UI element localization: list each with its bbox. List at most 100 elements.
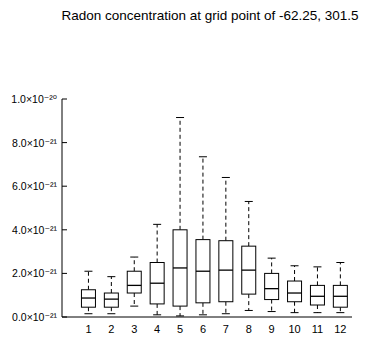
max-cap bbox=[84, 271, 92, 272]
x-tick-label: 11 bbox=[312, 323, 323, 335]
x-tick-label: 12 bbox=[334, 323, 346, 335]
chart: Radon concentration at grid point of -62… bbox=[0, 0, 385, 344]
box bbox=[104, 293, 118, 307]
x-tick-label: 2 bbox=[108, 323, 114, 335]
max-cap bbox=[130, 257, 138, 258]
y-tick bbox=[62, 142, 67, 143]
lower-whisker bbox=[248, 294, 249, 310]
lower-whisker bbox=[317, 305, 318, 313]
y-axis bbox=[62, 99, 63, 317]
min-cap bbox=[176, 315, 184, 316]
x-tick-label: 3 bbox=[131, 323, 137, 335]
min-cap bbox=[130, 306, 138, 307]
lower-whisker bbox=[340, 307, 341, 312]
upper-whisker bbox=[225, 177, 226, 240]
x-tick-label: 4 bbox=[154, 323, 160, 335]
x-tick-label: 8 bbox=[246, 323, 252, 335]
lower-whisker bbox=[157, 304, 158, 315]
upper-whisker bbox=[157, 224, 158, 262]
y-tick-label: 8.0×10⁻²¹ bbox=[12, 137, 57, 149]
x-tick-label: 9 bbox=[269, 323, 275, 335]
max-cap bbox=[107, 276, 115, 277]
y-tick bbox=[62, 229, 67, 230]
median bbox=[173, 267, 187, 268]
lower-whisker bbox=[202, 303, 203, 315]
lower-whisker bbox=[225, 302, 226, 314]
max-cap bbox=[199, 156, 207, 157]
box bbox=[288, 281, 302, 302]
median bbox=[196, 271, 210, 272]
upper-whisker bbox=[111, 277, 112, 293]
median bbox=[310, 296, 324, 297]
x-axis bbox=[62, 317, 352, 318]
upper-whisker bbox=[248, 201, 249, 246]
y-tick bbox=[62, 317, 67, 318]
max-cap bbox=[222, 177, 230, 178]
y-tick bbox=[62, 99, 67, 100]
upper-whisker bbox=[271, 258, 272, 273]
box bbox=[219, 241, 233, 302]
max-cap bbox=[153, 224, 161, 225]
min-cap bbox=[84, 313, 92, 314]
y-tick-label: 4.0×10⁻²¹ bbox=[12, 224, 57, 236]
median bbox=[81, 297, 95, 298]
max-cap bbox=[336, 262, 344, 263]
median bbox=[219, 269, 233, 270]
y-tick bbox=[62, 186, 67, 187]
x-tick-label: 6 bbox=[200, 323, 206, 335]
median bbox=[288, 292, 302, 293]
median bbox=[333, 296, 347, 297]
box bbox=[242, 246, 256, 294]
upper-whisker bbox=[317, 267, 318, 286]
median bbox=[104, 298, 118, 299]
upper-whisker bbox=[134, 257, 135, 271]
median bbox=[127, 285, 141, 286]
min-cap bbox=[199, 314, 207, 315]
box bbox=[173, 230, 187, 306]
median bbox=[242, 269, 256, 270]
max-cap bbox=[291, 265, 299, 266]
lower-whisker bbox=[271, 300, 272, 312]
x-tick-label: 10 bbox=[288, 323, 300, 335]
min-cap bbox=[268, 311, 276, 312]
lower-whisker bbox=[294, 302, 295, 313]
lower-whisker bbox=[180, 306, 181, 316]
max-cap bbox=[313, 266, 321, 267]
min-cap bbox=[107, 313, 115, 314]
min-cap bbox=[222, 313, 230, 314]
min-cap bbox=[313, 312, 321, 313]
box bbox=[265, 273, 279, 299]
min-cap bbox=[153, 314, 161, 315]
lower-whisker bbox=[111, 307, 112, 314]
upper-whisker bbox=[294, 266, 295, 281]
box bbox=[81, 290, 95, 307]
x-tick-label: 5 bbox=[177, 323, 183, 335]
lower-whisker bbox=[88, 307, 89, 314]
y-tick-label: 6.0×10⁻²¹ bbox=[12, 180, 57, 192]
box bbox=[150, 263, 164, 304]
box bbox=[127, 271, 141, 293]
max-cap bbox=[176, 117, 184, 118]
upper-whisker bbox=[180, 118, 181, 230]
max-cap bbox=[268, 258, 276, 259]
box bbox=[196, 240, 210, 303]
upper-whisker bbox=[202, 157, 203, 240]
y-tick bbox=[62, 273, 67, 274]
upper-whisker bbox=[340, 263, 341, 286]
x-tick-label: 7 bbox=[223, 323, 229, 335]
min-cap bbox=[291, 312, 299, 313]
lower-whisker bbox=[134, 293, 135, 306]
min-cap bbox=[336, 312, 344, 313]
median bbox=[150, 283, 164, 284]
y-tick-label: 2.0×10⁻²¹ bbox=[12, 267, 57, 279]
boxes bbox=[81, 118, 347, 316]
max-cap bbox=[245, 201, 253, 202]
y-tick-label: 1.0×10⁻²⁰ bbox=[11, 93, 57, 105]
min-cap bbox=[245, 310, 253, 311]
y-tick-label: 0.0×10⁻²¹ bbox=[12, 311, 57, 323]
box bbox=[333, 285, 347, 307]
box bbox=[310, 285, 324, 305]
upper-whisker bbox=[88, 271, 89, 290]
title: Radon concentration at grid point of -62… bbox=[61, 8, 358, 23]
x-tick-label: 1 bbox=[85, 323, 91, 335]
